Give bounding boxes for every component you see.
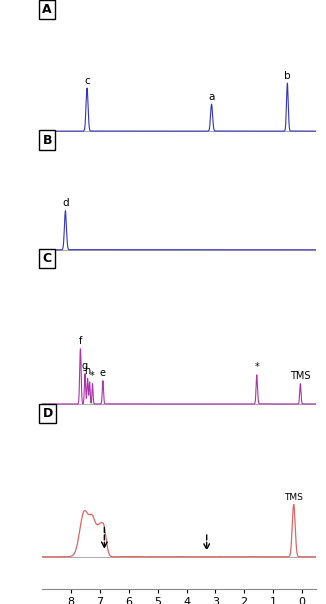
Text: C: C: [42, 252, 52, 265]
Text: *: *: [90, 371, 95, 381]
Text: A: A: [42, 3, 52, 16]
Text: *: *: [255, 362, 259, 372]
Text: h: h: [84, 365, 91, 376]
Text: TMS: TMS: [284, 493, 303, 502]
Text: g: g: [82, 361, 88, 371]
Text: a: a: [208, 92, 215, 101]
Text: b: b: [284, 71, 291, 81]
Text: f: f: [79, 336, 82, 346]
Text: e: e: [100, 368, 106, 378]
Text: TMS: TMS: [290, 371, 311, 381]
Text: B: B: [42, 133, 52, 147]
Text: d: d: [62, 199, 69, 208]
Text: c: c: [84, 76, 90, 86]
Text: D: D: [42, 407, 52, 420]
